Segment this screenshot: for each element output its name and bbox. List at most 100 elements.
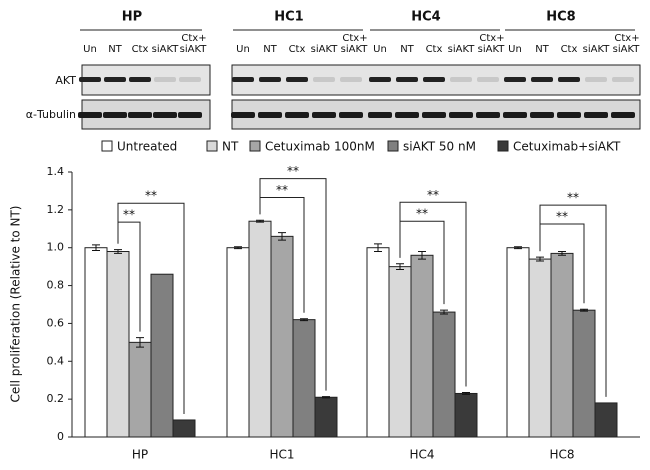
y-tick-label: 0.8 <box>47 279 65 292</box>
lane-label: Ctx+ <box>342 33 367 44</box>
error-bar <box>418 251 426 260</box>
group-label: HP <box>122 10 142 25</box>
band <box>476 112 500 118</box>
lane-label: Ctx <box>289 44 306 55</box>
band <box>530 112 554 118</box>
group-label: HC1 <box>274 10 303 25</box>
band <box>423 77 445 82</box>
significance-bracket <box>117 202 185 414</box>
lane-label: Ctx+ <box>479 33 504 44</box>
bar <box>454 392 478 438</box>
band <box>232 77 254 82</box>
lane-label: siAKT <box>478 44 506 55</box>
significance-label: ** <box>276 183 288 197</box>
lane-label: NT <box>263 44 277 55</box>
y-tick-label: 1.4 <box>47 165 65 178</box>
error-bar <box>462 392 470 395</box>
error-bar <box>514 246 522 250</box>
band <box>450 77 472 82</box>
bar <box>270 235 294 438</box>
lane-label: siAKT <box>613 44 641 55</box>
band <box>79 77 101 82</box>
lane-label: Ctx <box>561 44 578 55</box>
significance-bracket <box>539 204 607 397</box>
band <box>103 112 127 118</box>
band <box>231 112 255 118</box>
lane-label: Ctx+ <box>614 33 639 44</box>
legend-swatch <box>387 140 399 152</box>
y-tick-label: 0 <box>57 430 64 443</box>
band <box>78 112 102 118</box>
band <box>531 77 553 82</box>
row-label: α-Tubulin <box>26 108 76 121</box>
band <box>153 112 177 118</box>
band <box>286 77 308 82</box>
y-tick-label: 1.0 <box>47 241 65 254</box>
error-bar <box>136 337 144 348</box>
band <box>179 77 201 82</box>
lane-label: Un <box>236 44 250 55</box>
band <box>585 77 607 82</box>
bar <box>106 251 130 438</box>
x-tick-label: HP <box>132 448 148 462</box>
bar <box>432 311 456 438</box>
y-tick-label: 0.2 <box>47 392 65 405</box>
significance-label: ** <box>416 207 428 221</box>
bar <box>366 247 390 438</box>
lane-label: Un <box>508 44 522 55</box>
bar <box>128 341 152 438</box>
error-bar <box>558 251 566 256</box>
band <box>449 112 473 118</box>
significance-label: ** <box>123 208 135 222</box>
lane-label: NT <box>400 44 414 55</box>
band <box>285 112 309 118</box>
lane-label: NT <box>535 44 549 55</box>
band <box>395 112 419 118</box>
band <box>154 77 176 82</box>
band <box>368 112 392 118</box>
legend-swatch <box>101 140 113 152</box>
band <box>313 77 335 82</box>
band <box>104 77 126 82</box>
error-bar <box>322 396 330 399</box>
bar <box>84 247 108 438</box>
significance-label: ** <box>145 189 157 203</box>
error-bar <box>92 244 100 252</box>
band <box>178 112 202 118</box>
y-tick-label: 1.2 <box>47 203 65 216</box>
error-bar <box>374 243 382 252</box>
x-tick-label: HC1 <box>269 448 294 462</box>
legend-swatch <box>497 140 509 152</box>
lane-label: siAKT <box>448 44 476 55</box>
bar <box>594 402 618 438</box>
band <box>258 112 282 118</box>
lane-label: siAKT <box>341 44 369 55</box>
row-label: AKT <box>55 74 76 87</box>
error-bar <box>300 318 308 322</box>
band <box>477 77 499 82</box>
significance-bracket <box>259 178 327 391</box>
band <box>611 112 635 118</box>
error-bar <box>256 219 264 223</box>
band <box>422 112 446 118</box>
band <box>584 112 608 118</box>
band <box>128 112 152 118</box>
y-tick-label: 0.6 <box>47 316 65 329</box>
lane-label: siAKT <box>583 44 611 55</box>
lane-label: siAKT <box>152 44 180 55</box>
bar <box>314 396 338 438</box>
lane-label: siAKT <box>180 44 208 55</box>
lane-label: Ctx <box>132 44 149 55</box>
bar <box>410 254 434 438</box>
significance-label: ** <box>427 188 439 202</box>
lane-label: Un <box>373 44 387 55</box>
error-bar <box>536 256 544 262</box>
lane-label: NT <box>108 44 122 55</box>
legend-label: Untreated <box>117 140 177 154</box>
bar <box>572 309 596 438</box>
legend-label: Cetuximab 100nM <box>265 140 375 154</box>
significance-label: ** <box>567 191 579 205</box>
significance-label: ** <box>556 210 568 224</box>
legend-label: Cetuximab+siAKT <box>513 140 621 154</box>
